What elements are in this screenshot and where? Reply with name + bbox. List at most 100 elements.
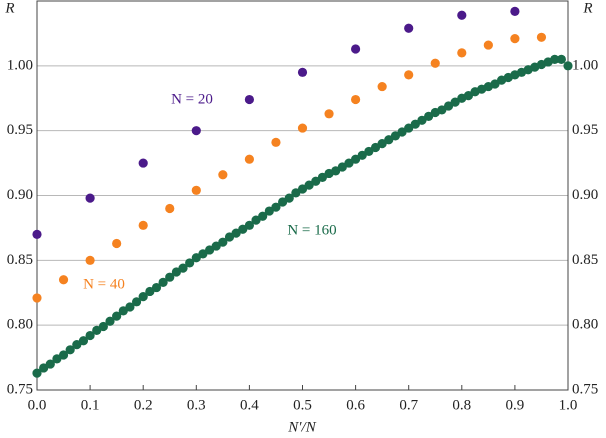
point (443, 101, 454, 111)
point (297, 184, 308, 194)
y-tick-label-right: 0.90 (572, 187, 598, 203)
point (138, 292, 148, 302)
y-tick-label-right: 1.00 (572, 57, 598, 73)
point (105, 316, 115, 326)
point (337, 162, 347, 172)
x-tick-label: 0.0 (28, 397, 47, 413)
y-tick-label: 0.80 (7, 317, 33, 333)
y-tick-label: 1.00 (7, 57, 33, 73)
point (191, 126, 201, 136)
point (244, 94, 254, 105)
point (357, 150, 367, 160)
point (271, 137, 281, 147)
point (112, 238, 122, 249)
point (98, 321, 108, 332)
point (277, 197, 288, 207)
point (244, 220, 254, 230)
point (85, 255, 95, 265)
point (78, 336, 89, 346)
y-tick-label: 0.85 (7, 252, 33, 268)
point (384, 135, 394, 145)
point (58, 350, 69, 360)
point (364, 146, 374, 157)
x-axis-label: N′/N (287, 419, 316, 435)
point (185, 258, 195, 268)
point (483, 40, 493, 50)
point (191, 185, 201, 195)
x-tick-label: 0.8 (452, 397, 471, 413)
series-label: N = 160 (287, 222, 336, 238)
point (331, 166, 341, 176)
point (351, 154, 361, 164)
point (457, 10, 467, 20)
y-tick-label-right: 0.95 (572, 122, 598, 138)
point (218, 170, 228, 180)
point (397, 127, 407, 137)
point (390, 131, 401, 141)
point (165, 203, 175, 214)
point (211, 241, 221, 251)
series-label: N = 40 (83, 276, 125, 292)
point (370, 142, 381, 153)
point (490, 79, 500, 89)
point (52, 354, 62, 364)
point (463, 91, 474, 101)
point (291, 188, 301, 198)
x-tick-label: 0.9 (506, 397, 525, 413)
point (32, 293, 42, 303)
point (224, 232, 235, 242)
point (297, 67, 308, 77)
point (231, 228, 241, 238)
point (178, 263, 188, 273)
point (138, 158, 148, 168)
point (32, 368, 42, 378)
point (251, 215, 261, 225)
point (238, 224, 248, 234)
point (85, 330, 95, 341)
point (85, 193, 95, 203)
point (158, 277, 168, 287)
point (351, 44, 361, 54)
point (351, 94, 361, 105)
point (324, 109, 334, 119)
point (118, 306, 128, 316)
point (424, 111, 434, 122)
point (191, 253, 201, 263)
point (556, 54, 566, 64)
x-tick-label: 0.2 (134, 397, 153, 413)
point (284, 193, 294, 203)
point (264, 206, 274, 216)
y-tick-label-right: 0.75 (572, 381, 598, 397)
point (151, 282, 162, 293)
point (165, 272, 175, 282)
point (218, 237, 228, 247)
point (377, 81, 387, 92)
point (131, 297, 142, 307)
point (244, 154, 254, 164)
point (125, 302, 135, 312)
point (410, 119, 420, 129)
point (510, 34, 520, 44)
point (138, 220, 148, 230)
point (317, 172, 328, 182)
series-label: N = 20 (171, 91, 213, 107)
x-tick-label: 0.7 (399, 397, 418, 413)
y-tick-label: 0.75 (7, 381, 33, 397)
plot-frame (36, 0, 569, 391)
point (344, 158, 354, 168)
point (171, 267, 181, 277)
point (304, 180, 314, 190)
x-tick-label: 0.1 (81, 397, 100, 413)
point (550, 54, 560, 64)
y-axis-label-right: R (582, 0, 592, 16)
point (271, 202, 281, 212)
point (32, 229, 42, 239)
point (198, 249, 208, 259)
point (404, 70, 414, 80)
point (204, 245, 215, 255)
point (510, 6, 520, 16)
point (145, 286, 155, 297)
x-tick-label: 0.6 (346, 397, 365, 413)
x-tick-label: 0.3 (187, 397, 206, 413)
